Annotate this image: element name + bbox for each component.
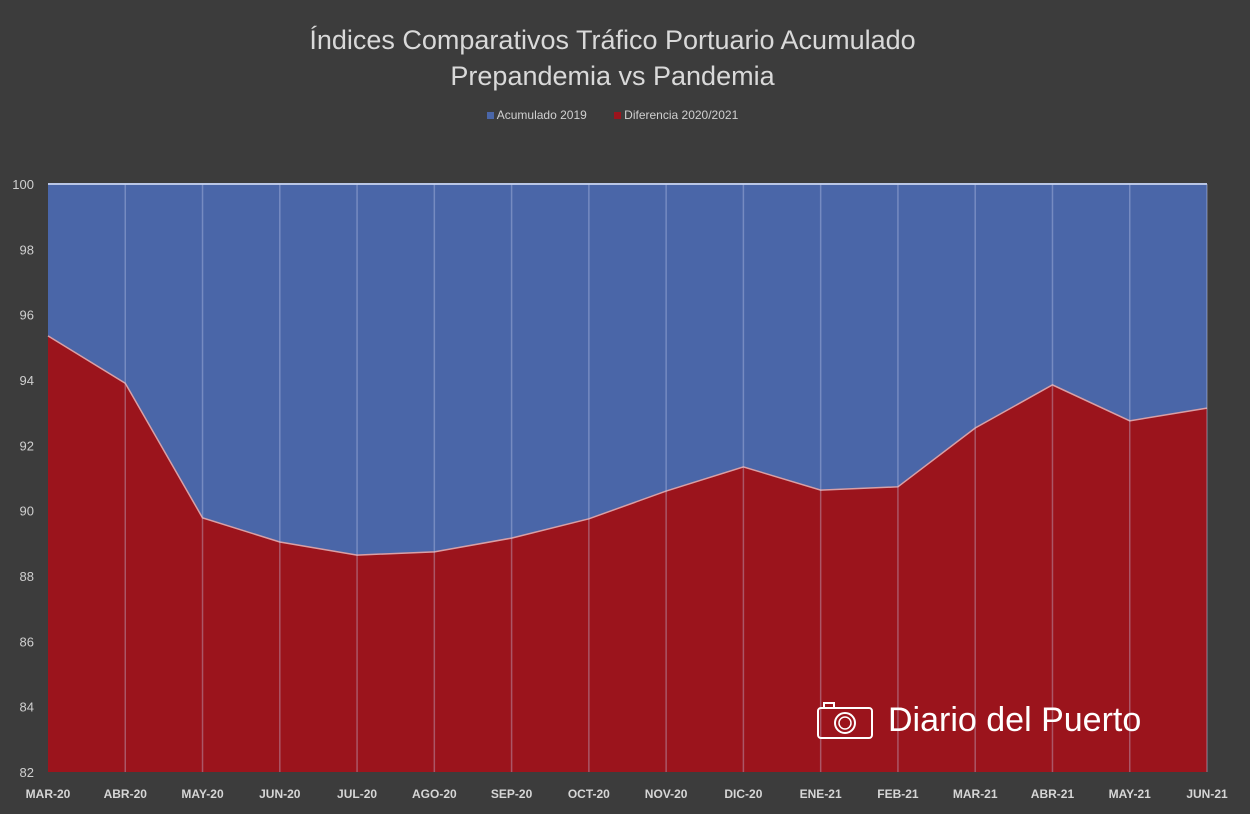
y-tick-label: 100 [12,177,34,192]
x-tick-label: JUN-21 [1186,787,1228,801]
legend-label: Diferencia 2020/2021 [624,108,739,122]
x-tick-label: SEP-20 [491,787,533,801]
x-tick-label: AGO-20 [412,787,457,801]
chart-title-line1: Índices Comparativos Tráfico Portuario A… [309,25,916,55]
y-tick-label: 86 [20,634,34,649]
line-diferencia [47,335,1208,556]
x-tick-label: FEB-21 [877,787,919,801]
chart-title: Índices Comparativos Tráfico Portuario A… [0,22,1225,94]
y-tick-label: 88 [20,569,34,584]
legend: Acumulado 2019 Diferencia 2020/2021 [0,108,1225,122]
legend-item-diferencia: Diferencia 2020/2021 [614,108,738,122]
y-tick-label: 84 [20,700,34,715]
y-tick-label: 94 [20,373,34,388]
y-tick-label: 98 [20,242,34,257]
area-diferencia-2020-2021 [48,335,1207,772]
x-tick-label: MAY-21 [1109,787,1152,801]
legend-label: Acumulado 2019 [496,108,587,122]
y-tick-label: 92 [20,438,34,453]
x-tick-label: ABR-20 [104,787,148,801]
x-tick-label: DIC-20 [724,787,762,801]
x-tick-label: MAR-20 [26,787,71,801]
x-tick-label: MAY-20 [181,787,224,801]
x-tick-label: JUL-20 [337,787,377,801]
x-tick-label: JUN-20 [259,787,301,801]
x-tick-label: ENE-21 [800,787,842,801]
y-tick-label: 82 [20,765,34,780]
camera-icon [817,702,873,739]
legend-item-acumulado: Acumulado 2019 [486,108,587,122]
watermark: Diario del Puerto [816,700,1141,740]
chart-subtitle: Prepandemia vs Pandemia [450,61,775,91]
watermark-text: Diario del Puerto [888,700,1142,739]
legend-swatch [486,112,494,120]
legend-swatch [614,112,622,120]
y-tick-label: 96 [20,308,34,323]
x-tick-label: OCT-20 [568,787,610,801]
y-tick-label: 90 [20,504,34,519]
x-tick-label: ABR-21 [1031,787,1075,801]
x-tick-label: NOV-20 [645,787,688,801]
x-tick-label: MAR-21 [953,787,998,801]
